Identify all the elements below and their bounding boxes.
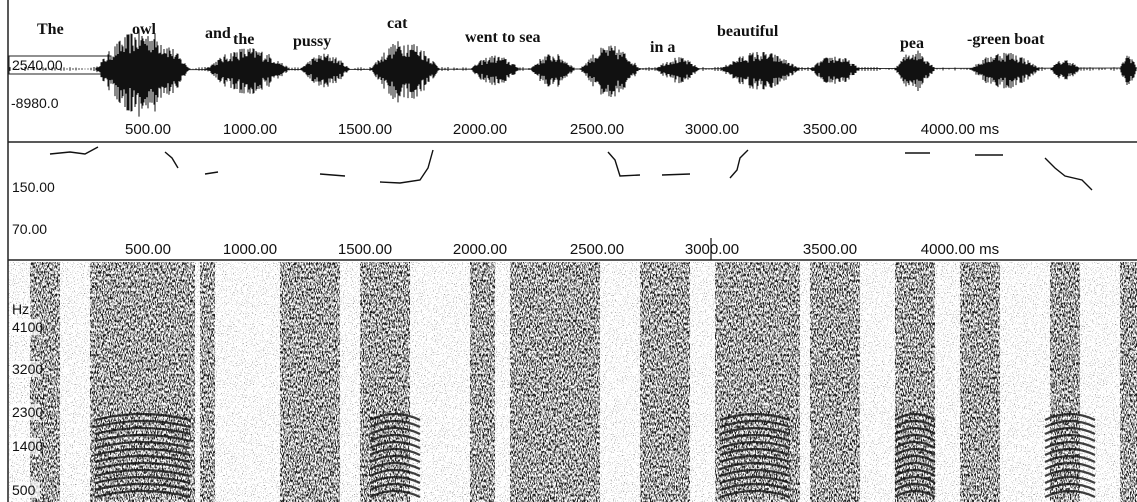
spectrogram-band — [640, 262, 690, 502]
formant-striations — [894, 412, 936, 498]
pitch-segment — [204, 171, 219, 175]
formant-striations — [94, 412, 191, 499]
label-backing — [10, 482, 40, 498]
y-label: 70.00 — [12, 221, 47, 237]
word: and — [205, 25, 231, 42]
pitch-segment — [49, 146, 99, 155]
spectrogram-band — [810, 262, 860, 502]
word: owl — [132, 21, 157, 38]
unit-label: Hz — [12, 301, 29, 317]
spectrogram-band — [360, 262, 410, 502]
x-tick-label: 1500.00 — [338, 121, 392, 138]
x-tick-label: 2500.00 — [570, 121, 624, 138]
word: -green boat — [967, 31, 1045, 48]
pitch-segment — [379, 149, 434, 184]
pitch-segment — [729, 149, 749, 179]
x-tick-label: 1500.00 — [338, 241, 392, 258]
y-label: 1400 — [12, 438, 43, 454]
spectrogram-band — [510, 262, 600, 502]
formant-striations — [719, 412, 791, 499]
word: in a — [650, 39, 675, 56]
spectrogram-band — [1050, 262, 1080, 502]
word: beautiful — [717, 23, 779, 40]
x-tick-label: 3500.00 — [803, 241, 857, 258]
pitch-segment — [319, 173, 346, 177]
spectrogram-band — [960, 262, 1000, 502]
x-tick-label: 1000.00 — [223, 121, 277, 138]
pitch-segment — [1044, 157, 1093, 191]
label-backing — [10, 438, 40, 454]
y-label: 4100 — [12, 319, 43, 335]
word: pussy — [293, 33, 331, 50]
x-tick-label: 3000.00 — [685, 121, 739, 138]
x-tick-label: 500.00 — [125, 241, 171, 258]
spectrogram-band — [1120, 262, 1137, 502]
x-tick-label: 3500.00 — [803, 121, 857, 138]
label-backing — [10, 404, 40, 420]
word: the — [233, 31, 254, 48]
y-label: 3200 — [12, 361, 43, 377]
x-tick-label: 4000.00 ms — [921, 241, 999, 258]
y-label: 2300 — [12, 404, 43, 420]
x-tick-label: 3000.00 — [685, 241, 739, 258]
spectrogram-band — [470, 262, 495, 502]
label-backing — [10, 319, 40, 335]
x-tick-label: 2000.00 — [453, 241, 507, 258]
y-label: -8980.0 — [11, 95, 59, 111]
x-tick-label: 2500.00 — [570, 241, 624, 258]
x-tick-label: 1000.00 — [223, 241, 277, 258]
word: cat — [387, 15, 408, 32]
x-tick-label: 4000.00 ms — [921, 121, 999, 138]
spectrogram-band — [280, 262, 340, 502]
word: went to sea — [465, 29, 541, 46]
pitch-contour — [49, 146, 1093, 191]
word: The — [37, 21, 64, 38]
y-label: 500 — [12, 482, 36, 498]
spectrogram-band — [200, 262, 215, 502]
pitch-segment — [164, 151, 179, 169]
label-backing — [10, 361, 40, 377]
formant-striations — [369, 412, 421, 498]
formant-striations — [1044, 412, 1096, 498]
pitch-segment — [607, 151, 641, 177]
word: pea — [900, 35, 924, 52]
y-label: 2540.00 — [12, 57, 63, 73]
x-tick-label: 500.00 — [125, 121, 171, 138]
y-label: 150.00 — [12, 179, 55, 195]
pitch-segment — [661, 173, 691, 176]
spectrogram-panel — [8, 262, 1137, 502]
spectrogram-band — [30, 262, 60, 502]
x-tick-label: 2000.00 — [453, 121, 507, 138]
